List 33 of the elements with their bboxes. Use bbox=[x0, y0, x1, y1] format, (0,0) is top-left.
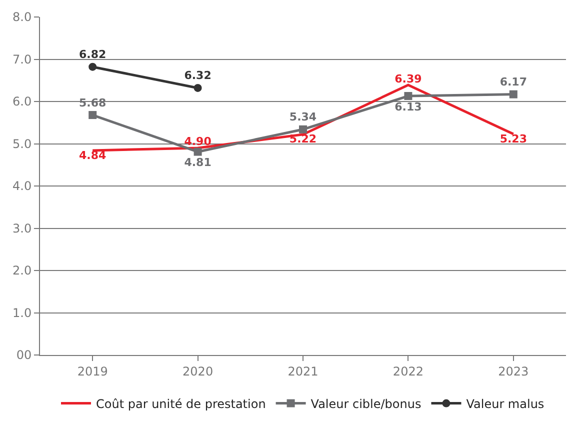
data-label: 6.82 bbox=[79, 48, 106, 62]
legend-label: Coût par unité de prestation bbox=[96, 396, 266, 411]
x-tick-label: 2023 bbox=[498, 364, 529, 378]
data-label: 5.34 bbox=[289, 110, 317, 124]
x-tick-label: 2019 bbox=[77, 364, 108, 378]
legend-label: Valeur cible/bonus bbox=[310, 396, 422, 411]
data-label: 4.84 bbox=[79, 148, 107, 162]
point bbox=[88, 111, 97, 120]
y-tick-label: 7.0 bbox=[12, 52, 32, 66]
y-tick-label: 6.0 bbox=[12, 94, 32, 109]
y-tick-label: 4.0 bbox=[12, 179, 32, 194]
x-tick-label: 2020 bbox=[182, 364, 214, 378]
point bbox=[509, 90, 518, 98]
y-tick-label: 3.0 bbox=[12, 221, 32, 236]
point bbox=[88, 62, 97, 71]
x-tick-label: 2022 bbox=[392, 364, 424, 378]
data-label: 6.17 bbox=[500, 76, 527, 89]
point bbox=[299, 125, 307, 134]
data-label: 4.81 bbox=[184, 156, 212, 170]
data-label: 6.32 bbox=[184, 69, 212, 82]
data-label: 6.13 bbox=[394, 100, 422, 114]
y-tick-label: 5.0 bbox=[12, 136, 32, 151]
y-tick-label: 00 bbox=[16, 348, 32, 362]
point bbox=[194, 84, 202, 92]
data-label: 6.39 bbox=[394, 72, 422, 86]
point bbox=[404, 92, 412, 100]
x-tick-label: 2021 bbox=[288, 364, 318, 378]
data-label: 5.23 bbox=[500, 132, 527, 146]
y-tick-label: 1.0 bbox=[12, 306, 32, 320]
y-tick-label: 2.0 bbox=[12, 264, 32, 278]
point bbox=[194, 148, 202, 156]
y-tick-label: 8.0 bbox=[12, 10, 32, 24]
legend-label: Valeur malus bbox=[466, 396, 544, 411]
